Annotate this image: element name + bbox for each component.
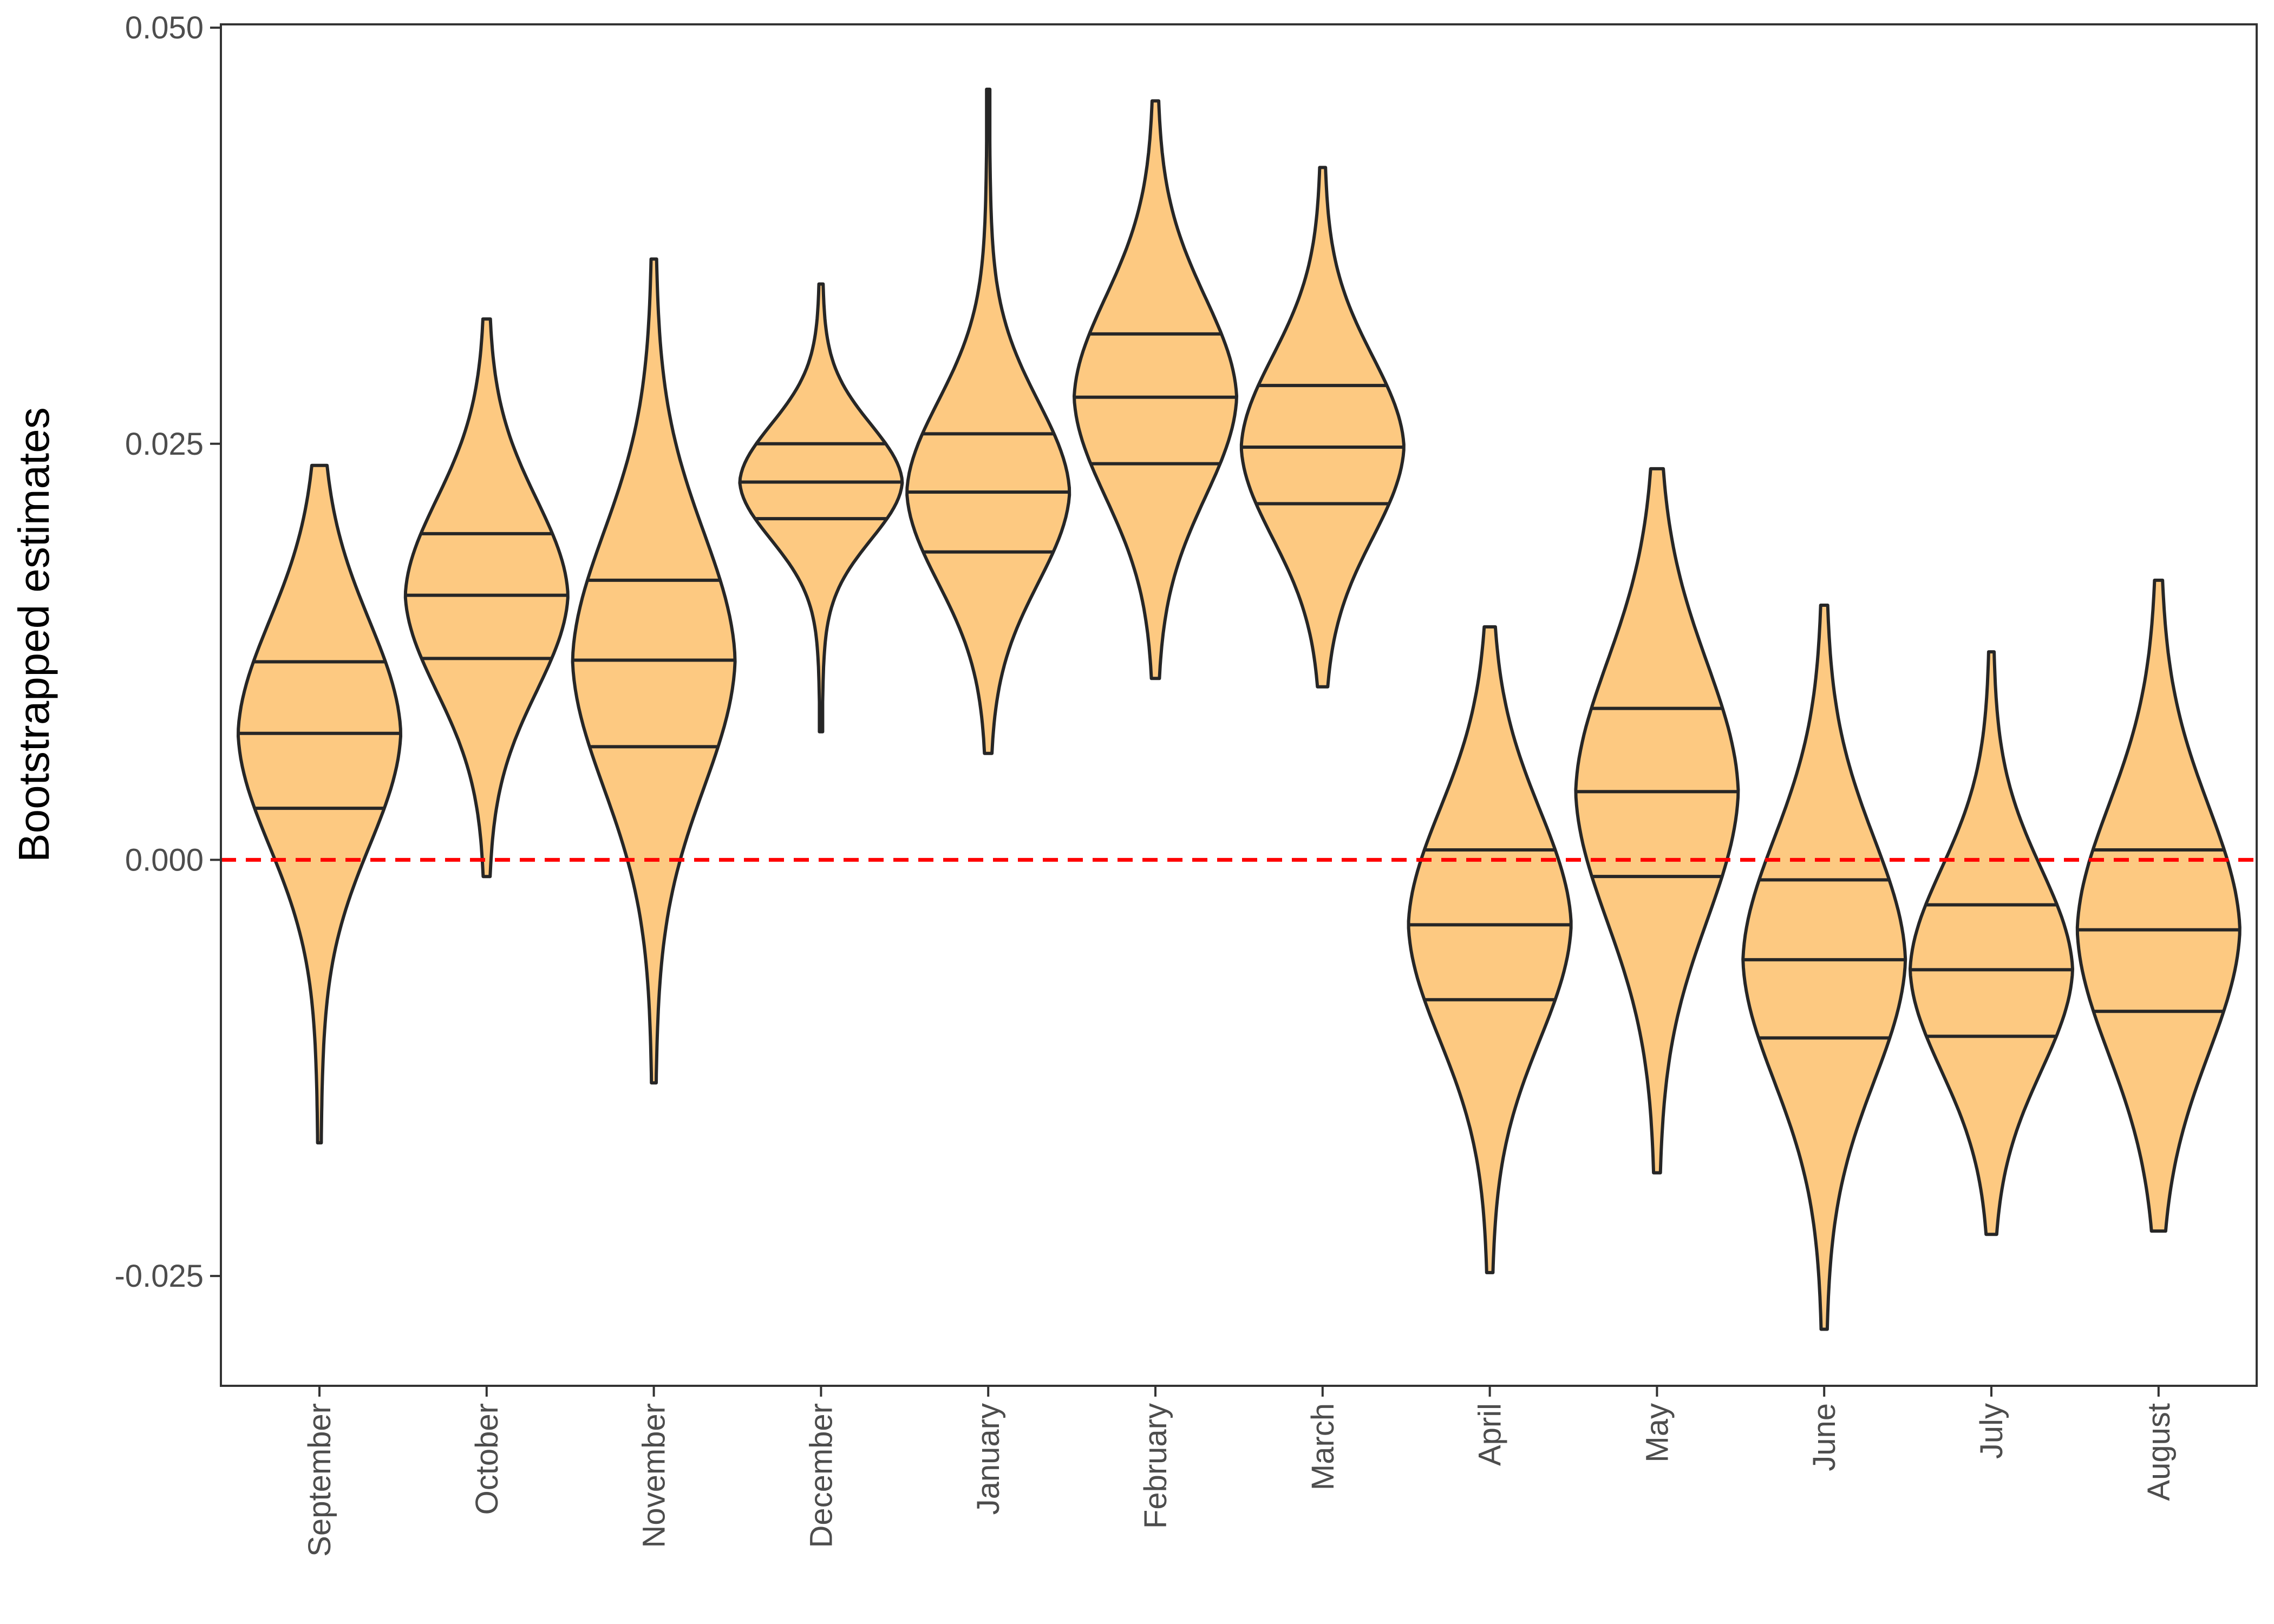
violin-november	[571, 257, 737, 1085]
violin-august	[2075, 578, 2242, 1233]
x-axis: September October November December January F…	[302, 1386, 2177, 1557]
violin-may	[1574, 467, 1740, 1175]
violin-january	[905, 87, 1071, 755]
x-tick-label: September	[302, 1403, 337, 1557]
x-tick-label: April	[1473, 1403, 1508, 1466]
x-tick-label: January	[971, 1403, 1006, 1515]
violin-body	[1741, 604, 1907, 1331]
violin-body	[571, 257, 737, 1085]
x-tick-label: August	[2141, 1403, 2177, 1501]
violin-june	[1741, 604, 1907, 1331]
violin-september	[237, 463, 402, 1145]
x-tick-label: December	[803, 1403, 839, 1548]
y-tick-label: -0.025	[115, 1259, 204, 1294]
violin-october	[403, 317, 570, 879]
violin-july	[1909, 650, 2074, 1236]
violin-march	[1239, 166, 1406, 689]
violin-body	[1909, 650, 2074, 1236]
violin-body	[1407, 625, 1573, 1274]
violin-body	[1574, 467, 1740, 1175]
y-tick-label: 0.050	[125, 10, 204, 45]
x-tick-label: June	[1807, 1403, 1842, 1471]
x-tick-label: November	[637, 1403, 672, 1548]
x-tick-label: February	[1138, 1403, 1173, 1529]
violin-body	[905, 87, 1071, 755]
violins-layer	[237, 87, 2242, 1331]
violin-december	[738, 282, 904, 734]
x-tick-label: May	[1639, 1403, 1675, 1463]
violin-body	[237, 463, 402, 1145]
x-tick-label: October	[469, 1403, 505, 1515]
violin-body	[1239, 166, 1406, 689]
plot-panel-border	[220, 23, 2258, 1387]
violin-body	[403, 317, 570, 879]
y-axis-title: Bootstrapped estimates	[10, 407, 58, 862]
y-axis: -0.025 0.000 0.025 0.050	[115, 10, 221, 1294]
violin-april	[1407, 625, 1573, 1274]
y-tick-label: 0.000	[125, 842, 204, 878]
y-tick-label: 0.025	[125, 427, 204, 462]
violin-body	[1073, 99, 1238, 680]
x-tick-label: March	[1305, 1403, 1341, 1490]
violin-february	[1073, 99, 1238, 680]
x-tick-label: July	[1974, 1403, 2009, 1459]
violin-body	[738, 282, 904, 734]
